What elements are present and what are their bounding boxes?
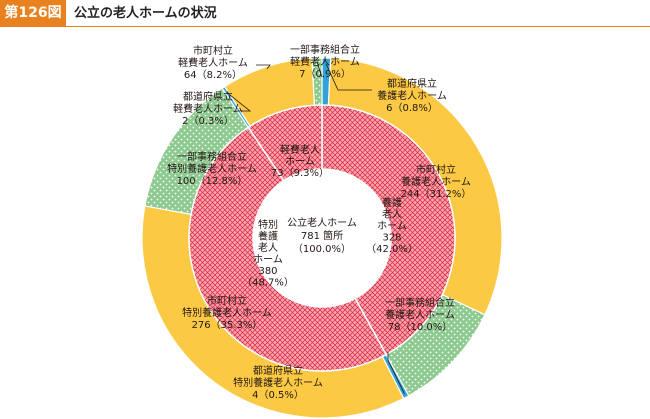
outer-label-k_city-line: 市町村立 [193,44,233,57]
outer-label-y_union-line: 一部事務組合立 [385,296,455,309]
outer-label-k_union: 一部事務組合立軽費老人ホーム 7（0.9%） [290,43,360,80]
outer-label-y_city-line: 市町村立 [416,163,456,176]
slice-labels: 養護老人ホーム 328 （42.0%）特別養護老人ホーム 380 （48.7%）軽費老人… [167,43,471,401]
inner-label-yogo-line: 328 [382,233,401,244]
outer-label-k_pref-line: 軽費老人ホーム [173,102,243,115]
outer-label-y_union: 一部事務組合立養護老人ホーム 78（10.0%） [385,296,455,333]
leader-k_city [256,64,271,69]
outer-label-k_city-line: 軽費老人ホーム [178,56,248,69]
outer-label-k_union-line: 一部事務組合立 [290,43,360,56]
outer-label-t_city-line: 市町村立 [207,294,247,307]
inner-label-yogo-line: ホーム [377,220,407,232]
inner-ring [188,104,456,372]
inner-label-keihi-line: 73（9.3%） [271,167,329,179]
outer-label-y_city-line: 244（31.2%） [401,188,472,200]
inner-label-tokuyo-line: 老人 [258,241,278,254]
outer-label-k_pref-line: 2（0.3%） [182,115,234,127]
outer-label-y_union-line: 養護老人ホーム [385,308,455,321]
outer-label-t_city-line: 276（35.3%） [192,319,263,331]
donut-hole [253,169,391,307]
center-text-line: 公立老人ホーム [287,216,357,229]
header-rule [0,26,650,27]
inner-label-tokuyo-line: ホーム [253,254,283,266]
center-text-line: 781 箇所 [301,229,343,242]
leader-y_pref [325,63,372,91]
outer-label-t_pref-line: 4（0.5%） [252,389,304,401]
outer-label-t_pref: 都道府県立特別養護老人ホーム 4（0.5%） [233,364,323,401]
outer-label-t_union-line: 特別養護老人ホーム [167,162,257,175]
outer-label-t_city-line: 特別養護老人ホーム [182,306,272,319]
outer-label-t_union-line: 一部事務組合立 [177,150,247,163]
outer-label-k_union-line: 軽費老人ホーム [290,55,360,68]
outer-label-k_pref-line: 都道府県立 [183,90,233,103]
outer-label-k_union-line: 7（0.9%） [299,68,351,80]
outer-label-t_city: 市町村立特別養護老人ホーム 276（35.3%） [182,294,272,331]
figure-title: 公立の老人ホームの状況 [74,6,217,21]
center-text: 公立老人ホーム 781 箇所（100.0%） [287,216,357,255]
inner-label-keihi-line: 軽費老人 [280,143,320,156]
outer-label-y_pref-line: 都道府県立 [387,77,437,90]
inner-label-yogo: 養護老人ホーム 328 （42.0%） [366,196,418,255]
outer-label-y_pref: 都道府県立養護老人ホーム 6（0.8%） [377,77,447,114]
inner-label-tokuyo: 特別養護老人ホーム 380 （48.7%） [242,219,294,289]
outer-ring [141,57,503,419]
outer-label-y_pref-line: 6（0.8%） [386,102,438,114]
outer-label-k_city: 市町村立軽費老人ホーム 64（8.2%） [178,44,248,81]
leader-k_pref [226,92,252,112]
center-text-line: （100.0%） [293,243,351,255]
leader-k_union [316,61,323,78]
leader-lines [226,61,405,394]
inner-label-tokuyo-line: （48.7%） [242,277,294,289]
center-label: 公立老人ホーム 781 箇所（100.0%） [287,216,357,255]
figure-header: 第126図 公立の老人ホームの状況 [0,0,650,27]
leader-t_pref [387,352,405,394]
inner-label-yogo-line: 養護 [382,196,402,209]
outer-label-k_city-line: 64（8.2%） [184,69,242,81]
outer-label-y_pref-line: 養護老人ホーム [377,89,447,102]
outer-label-t_union: 一部事務組合立特別養護老人ホーム 100（12.8%） [167,150,257,187]
inner-label-tokuyo-line: 380 [258,266,277,277]
outer-label-y_city-line: 養護老人ホーム [401,175,471,188]
inner-label-tokuyo-line: 特別 [258,219,278,231]
inner-label-yogo-line: （42.0%） [366,243,418,255]
outer-label-t_pref-line: 特別養護老人ホーム [233,376,323,389]
figure-number: 第126図 [0,0,66,27]
inner-label-keihi-line: ホーム [285,156,315,168]
outer-label-t_pref-line: 都道府県立 [253,364,303,377]
outer-label-t_union-line: 100（12.8%） [177,175,248,187]
inner-label-tokuyo-line: 養護 [258,230,278,243]
inner-label-yogo-line: 老人 [382,208,402,221]
outer-label-y_city: 市町村立養護老人ホーム 244（31.2%） [401,163,472,200]
outer-label-y_union-line: 78（10.0%） [388,321,453,333]
outer-label-k_pref: 都道府県立軽費老人ホーム 2（0.3%） [173,90,243,127]
inner-label-keihi: 軽費老人ホーム 73（9.3%） [271,143,329,179]
